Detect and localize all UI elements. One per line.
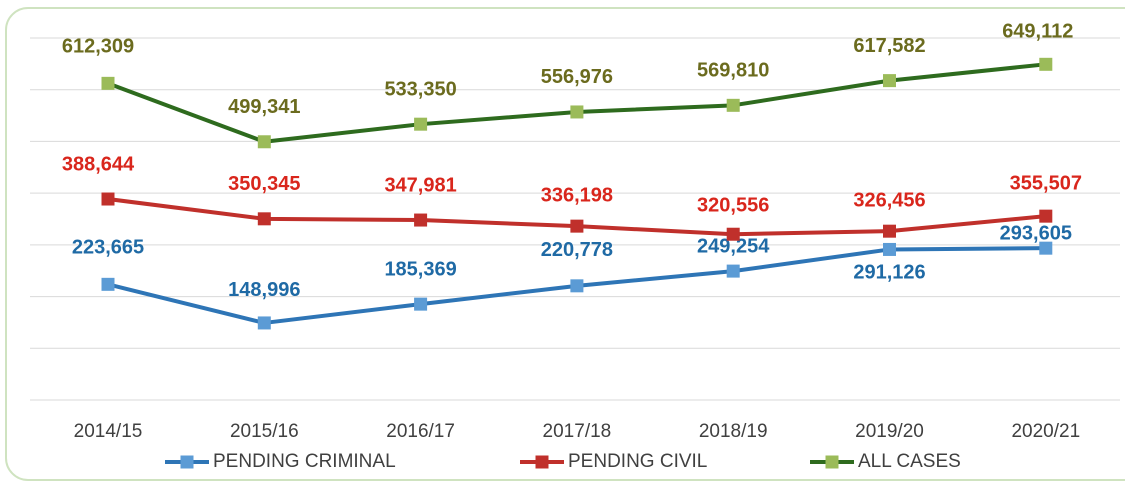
marker [101,76,115,90]
value-label: 612,309 [62,36,134,58]
value-label: 185,369 [384,258,456,280]
marker [101,277,115,291]
marker [101,192,115,206]
value-label: 556,976 [541,66,613,88]
marker [570,219,584,233]
legend-marker [535,455,549,469]
value-label: 533,350 [384,78,456,100]
marker [414,297,428,311]
marker [570,279,584,293]
value-label: 291,126 [853,262,925,284]
x-tick-label: 2016/17 [386,421,455,442]
value-label: 499,341 [228,96,300,118]
marker [570,105,584,119]
marker [726,264,740,278]
legend-item: PENDING CRIMINAL [165,451,396,472]
x-tick-label: 2019/20 [855,421,924,442]
value-label: 617,582 [853,35,925,57]
x-tick-label: 2020/21 [1011,421,1080,442]
legend-marker [180,455,194,469]
marker [257,135,271,149]
marker [414,117,428,131]
value-label: 320,556 [697,195,769,217]
legend-label: PENDING CRIMINAL [213,451,396,472]
marker [726,98,740,112]
marker [1039,57,1053,71]
value-label: 148,996 [228,279,300,301]
legend-label: PENDING CIVIL [568,451,707,472]
value-label: 336,198 [541,184,613,206]
legend-item: PENDING CIVIL [520,451,707,472]
marker [883,74,896,88]
marker [1039,209,1053,223]
value-label: 350,345 [228,173,300,195]
value-label: 355,507 [1010,172,1082,194]
marker [883,242,896,256]
value-label: 293,605 [1000,222,1072,244]
value-label: 388,644 [62,153,135,175]
value-label: 347,981 [384,174,456,196]
marker [257,316,271,330]
value-label: 249,254 [697,235,770,257]
x-tick-label: 2017/18 [543,421,612,442]
frame [5,7,1125,481]
marker [414,213,428,227]
x-tick-label: 2015/16 [230,421,299,442]
value-label: 649,112 [1002,21,1073,43]
legend-label: ALL CASES [858,451,961,472]
marker [1039,241,1053,255]
marker [257,212,271,226]
legend-item: ALL CASES [810,451,961,472]
marker [883,224,896,238]
value-label: 220,778 [541,239,613,261]
x-tick-label: 2018/19 [699,421,768,442]
value-label: 569,810 [697,60,769,82]
legend-marker [825,455,839,469]
value-label: 223,665 [72,237,144,259]
marker [726,227,740,241]
x-tick-label: 2014/15 [74,421,143,442]
value-label: 326,456 [853,189,925,211]
